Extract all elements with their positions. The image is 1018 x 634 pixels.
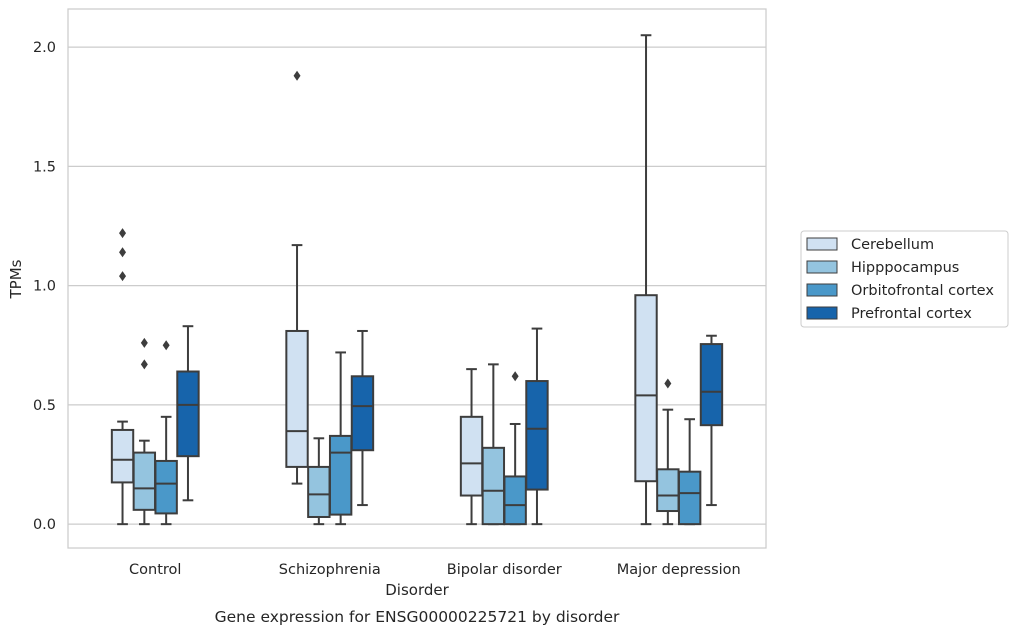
box-hipppocampus [307, 437, 331, 526]
box-iqr [699, 343, 724, 427]
box-iqr [459, 415, 484, 497]
legend-label: Orbitofrontal cortex [851, 283, 994, 299]
legend-swatch [806, 237, 838, 251]
outlier-point [119, 271, 127, 282]
box-iqr [176, 370, 200, 458]
box-prefrontal-cortex [699, 334, 724, 507]
chart-caption: Gene expression for ENSG00000225721 by d… [215, 608, 620, 626]
y-tick-label: 0.5 [33, 398, 56, 414]
box-prefrontal-cortex [350, 329, 375, 507]
box-hipppocampus [656, 378, 680, 526]
box-iqr [328, 434, 353, 516]
x-axis-label: Disorder [385, 581, 449, 599]
box-orbitofrontal-cortex [154, 340, 178, 526]
outlier-point [664, 378, 672, 389]
outlier-point [119, 228, 127, 239]
outlier-point [140, 337, 148, 348]
legend-swatch [806, 306, 838, 320]
outlier-point [140, 359, 148, 370]
box-iqr [285, 329, 309, 468]
legend-label: Hipppocampus [851, 260, 959, 276]
legend-label: Cerebellum [851, 237, 934, 253]
box-iqr [350, 375, 375, 452]
box-iqr [503, 475, 527, 526]
box-hipppocampus [132, 337, 157, 526]
outlier-point [162, 340, 170, 351]
x-tick-label: Major depression [617, 562, 741, 578]
box-iqr [656, 468, 680, 513]
box-iqr [677, 470, 702, 526]
legend-frame [800, 230, 1009, 328]
y-tick-label: 1.0 [33, 279, 56, 295]
box-iqr [481, 446, 506, 526]
legend: Cerebellum Hipppocampus Orbitofrontal cort… [800, 230, 1009, 328]
box-iqr [110, 428, 135, 484]
box-iqr [525, 380, 549, 491]
legend-label: Prefrontal cortex [851, 306, 972, 322]
x-tick-label: Bipolar disorder [447, 562, 562, 578]
y-tick-label: 1.5 [33, 159, 56, 175]
legend-swatch [806, 283, 838, 297]
box-hipppocampus [481, 363, 506, 526]
box-prefrontal-cortex [525, 327, 549, 526]
box-prefrontal-cortex [176, 325, 200, 502]
outlier-point [119, 247, 127, 258]
legend-swatch [806, 260, 838, 274]
x-tick-label: Control [129, 562, 181, 578]
box-iqr [132, 451, 157, 511]
box-iqr [154, 459, 178, 515]
box-orbitofrontal-cortex [503, 371, 527, 526]
box-orbitofrontal-cortex [677, 418, 702, 526]
x-tick-labels: Control Schizophrenia Bipolar disorder Majo… [129, 562, 741, 578]
box-groups [110, 34, 724, 526]
outlier-point [293, 70, 301, 81]
box-cerebellum [634, 34, 658, 526]
box-orbitofrontal-cortex [328, 351, 353, 526]
y-tick-label: 2.0 [33, 40, 56, 56]
box-iqr [307, 465, 331, 518]
box-cerebellum [110, 228, 135, 526]
y-tick-labels: 0.0 0.5 1.0 1.5 2.0 [33, 40, 56, 533]
x-tick-label: Schizophrenia [279, 562, 381, 578]
plot-frame [67, 8, 767, 549]
y-tick-label: 0.0 [33, 517, 56, 533]
outlier-point [511, 371, 519, 382]
y-axis-label: TPMs [7, 259, 25, 299]
box-cerebellum [285, 70, 309, 485]
box-iqr [634, 294, 658, 483]
